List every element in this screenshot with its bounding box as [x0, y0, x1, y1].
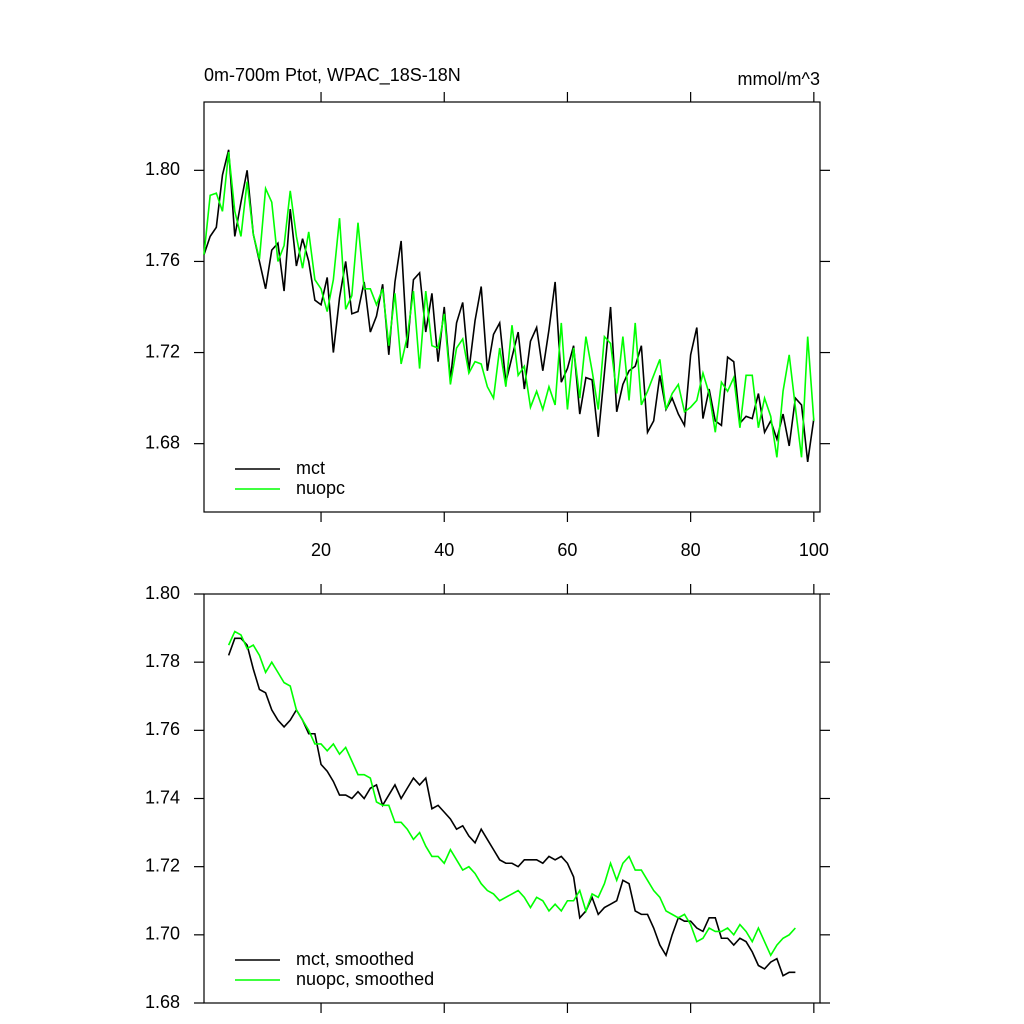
y-tick-label: 1.78 — [145, 651, 180, 671]
y-tick-label: 1.68 — [145, 432, 180, 452]
data-line — [203, 149, 815, 463]
x-tick-label: 100 — [799, 540, 829, 560]
plot-frame — [203, 101, 821, 513]
legend-label: nuopc — [296, 478, 345, 498]
x-tick-label: 40 — [434, 540, 454, 560]
y-tick-label: 1.72 — [145, 855, 180, 875]
data-line — [227, 630, 796, 957]
chart-title: 0m-700m Ptot, WPAC_18S-18N — [204, 65, 461, 86]
y-tick-label: 1.80 — [145, 583, 180, 603]
y-tick-label: 1.80 — [145, 159, 180, 179]
x-tick-label: 80 — [681, 540, 701, 560]
data-line — [227, 637, 796, 977]
y-tick-label: 1.76 — [145, 719, 180, 739]
legend-label: mct, smoothed — [296, 949, 414, 969]
x-tick-label: 60 — [557, 540, 577, 560]
plot-frame — [203, 593, 821, 1004]
data-line — [203, 152, 815, 458]
y-tick-label: 1.74 — [145, 787, 180, 807]
y-tick-label: 1.70 — [145, 924, 180, 944]
y-tick-label: 1.76 — [145, 250, 180, 270]
legend-label: nuopc, smoothed — [296, 969, 434, 989]
units-label: mmol/m^3 — [738, 69, 820, 89]
legend-label: mct — [296, 458, 325, 478]
y-tick-label: 1.72 — [145, 341, 180, 361]
x-tick-label: 20 — [311, 540, 331, 560]
y-tick-label: 1.68 — [145, 992, 180, 1012]
